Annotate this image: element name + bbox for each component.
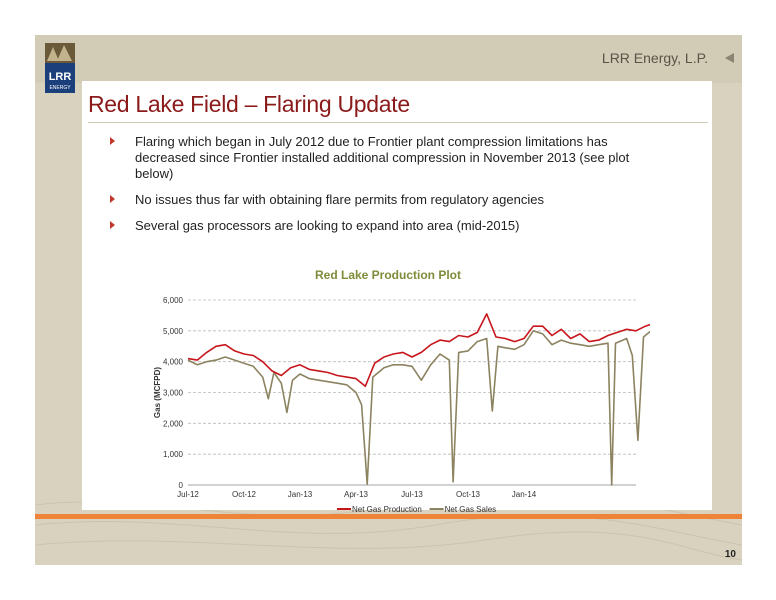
x-tick-label: Oct-13 — [456, 490, 481, 499]
footer-accent-band — [35, 514, 742, 519]
y-tick-label: 3,000 — [163, 389, 184, 398]
company-logo: LRR ENERGY — [45, 43, 75, 93]
bullet-text: Flaring which began in July 2012 due to … — [135, 134, 630, 181]
y-tick-label: 4,000 — [163, 358, 184, 367]
bullet-list: Flaring which began in July 2012 due to … — [110, 134, 670, 244]
bullet-arrow-icon — [110, 137, 115, 145]
page-number: 10 — [724, 549, 736, 560]
series-line-0 — [187, 313, 650, 388]
production-chart: 0 1,000 2,000 3,000 4,000 5,000 6,000 Jul-12 Oct… — [153, 296, 650, 514]
bullet-item: Flaring which began in July 2012 due to … — [110, 134, 670, 182]
bullet-text: Several gas processors are looking to ex… — [135, 218, 520, 233]
series-line-1 — [187, 329, 650, 486]
title-rule — [88, 122, 708, 123]
bullet-item: Several gas processors are looking to ex… — [110, 218, 670, 234]
y-axis-label: Gas (MCFPD) — [153, 367, 162, 418]
x-tick-label: Oct-12 — [232, 490, 257, 499]
x-tick-label: Jan-13 — [288, 490, 313, 499]
y-tick-label: 5,000 — [163, 327, 184, 336]
bullet-item: No issues thus far with obtaining flare … — [110, 192, 670, 208]
legend-label: Net Gas Production — [352, 505, 422, 514]
bullet-arrow-icon — [110, 195, 115, 203]
y-tick-label: 2,000 — [163, 419, 184, 428]
x-tick-label: Jul-13 — [401, 490, 423, 499]
legend-label: Net Gas Sales — [445, 505, 497, 514]
bullet-arrow-icon — [110, 221, 115, 229]
header-strip — [35, 35, 742, 83]
y-tick-label: 6,000 — [163, 296, 184, 305]
back-arrow-icon[interactable] — [725, 53, 734, 63]
svg-text:ENERGY: ENERGY — [49, 85, 71, 91]
x-tick-label: Jan-14 — [512, 490, 537, 499]
y-tick-label: 0 — [179, 481, 184, 490]
x-tick-label: Jul-12 — [177, 490, 199, 499]
company-name: LRR Energy, L.P. — [601, 50, 708, 66]
bullet-text: No issues thus far with obtaining flare … — [135, 192, 544, 207]
svg-text:LRR: LRR — [49, 71, 72, 83]
chart-title: Red Lake Production Plot — [314, 268, 461, 282]
x-tick-label: Apr-13 — [344, 490, 369, 499]
y-tick-label: 1,000 — [163, 450, 184, 459]
slide-title: Red Lake Field – Flaring Update — [88, 91, 410, 117]
content-panel — [82, 81, 712, 510]
